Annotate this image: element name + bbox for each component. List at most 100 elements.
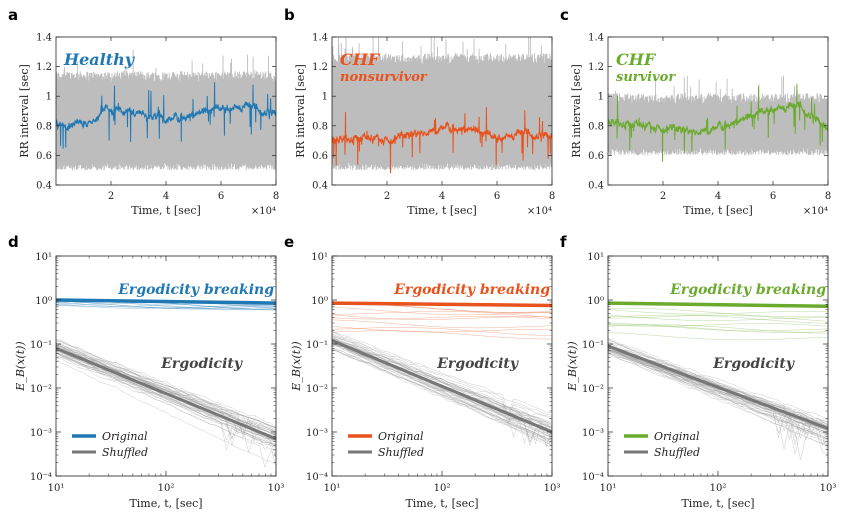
shuffled-trace xyxy=(332,343,552,441)
plot-area xyxy=(56,298,276,469)
y-axis-label: E_B(x(t)) xyxy=(14,341,27,391)
y-tick-label: 1.4 xyxy=(36,33,52,44)
shuffled-trace xyxy=(56,352,276,441)
x-axis-label: Time, t, [sec] xyxy=(405,497,478,510)
shuffled-trace xyxy=(56,355,276,468)
y-tick-label: 10⁻⁴ xyxy=(30,472,52,483)
original-trace xyxy=(332,306,552,316)
original-trace xyxy=(332,319,552,329)
original-trace xyxy=(608,322,828,332)
y-tick-label: 0.4 xyxy=(36,181,52,192)
annotation-ergodicity-breaking: Ergodicity breaking xyxy=(669,282,826,298)
original-trace xyxy=(56,301,276,308)
shuffled-trace xyxy=(608,349,828,448)
shuffled-trace xyxy=(332,348,552,442)
shuffled-trace xyxy=(56,350,276,469)
shuffled-trace xyxy=(332,331,552,429)
original-trace xyxy=(332,316,552,320)
x-axis-label: Time, t, [sec] xyxy=(129,497,202,510)
y-tick-label: 0.8 xyxy=(36,121,52,132)
shuffled-trace xyxy=(608,341,828,436)
legend-label-shuffled: Shuffled xyxy=(654,446,700,459)
original-trace xyxy=(608,323,828,327)
x-tick-label: 10² xyxy=(434,483,451,494)
shuffled-trace xyxy=(608,338,828,420)
y-tick-label: 10⁻⁴ xyxy=(306,472,328,483)
shuffled-trace xyxy=(56,348,276,447)
x-exponent-label: ×10⁴ xyxy=(527,206,552,217)
shuffled-trace xyxy=(56,342,276,429)
panel-title: Healthy xyxy=(63,50,136,69)
shuffled-trace xyxy=(56,353,276,450)
rr-interval-line xyxy=(332,107,552,174)
shuffled-mean-line xyxy=(56,346,276,441)
x-tick-label: 8 xyxy=(825,191,831,202)
panel-letter: d xyxy=(8,233,19,251)
y-tick-label: 10⁻⁴ xyxy=(582,472,604,483)
y-tick-label: 10⁻³ xyxy=(582,428,604,439)
shuffled-trace xyxy=(332,335,552,424)
x-tick-label: 10³ xyxy=(544,483,561,494)
plot-area xyxy=(608,75,828,162)
y-tick-label: 10⁻² xyxy=(582,384,604,395)
y-tick-label: 1 xyxy=(46,92,52,103)
y-axis-label: RR interval [sec] xyxy=(570,64,583,158)
shuffled-trace xyxy=(332,333,552,419)
original-trace xyxy=(332,330,552,340)
panel-letter: f xyxy=(560,233,567,251)
plot-area xyxy=(332,37,552,174)
panel-subtitle: nonsurvivor xyxy=(340,70,428,85)
y-tick-label: 10⁻³ xyxy=(306,428,328,439)
shuffled-trace xyxy=(332,336,552,434)
legend-label-shuffled: Shuffled xyxy=(102,446,148,459)
y-tick-label: 10⁻¹ xyxy=(306,340,328,351)
panel-f: 10⁻⁴ 10⁻³ 10⁻² 10⁻¹ 10⁰ 10¹ 10¹ 10² 10³ Time, t, … xyxy=(560,233,836,510)
y-tick-label: 10⁰ xyxy=(311,296,328,307)
plot-area xyxy=(56,50,276,171)
y-tick-label: 1.4 xyxy=(588,33,604,44)
original-trace xyxy=(332,326,552,333)
plot-area xyxy=(608,301,828,460)
shuffled-trace xyxy=(56,340,276,432)
annotation-ergodicity: Ergodicity xyxy=(712,356,795,372)
x-tick-label: 10² xyxy=(158,483,175,494)
panel-letter: c xyxy=(560,6,569,24)
y-tick-label: 10⁻¹ xyxy=(30,340,52,351)
x-tick-label: 10³ xyxy=(820,483,837,494)
y-tick-label: 10¹ xyxy=(311,252,328,263)
x-tick-label: 10² xyxy=(710,483,727,494)
y-tick-label: 0.4 xyxy=(588,181,604,192)
panel-letter: b xyxy=(284,6,295,24)
original-trace xyxy=(608,332,828,341)
shuffled-trace xyxy=(608,352,828,454)
y-tick-label: 1.4 xyxy=(312,33,328,44)
panel-e: 10⁻⁴ 10⁻³ 10⁻² 10⁻¹ 10⁰ 10¹ 10¹ 10² 10³ Time, t, … xyxy=(284,233,560,510)
panel-letter: e xyxy=(284,233,294,251)
shuffled-trace xyxy=(56,345,276,436)
original-trace xyxy=(608,308,828,318)
original-trace xyxy=(608,314,828,324)
panel-subtitle: survivor xyxy=(616,70,676,85)
shuffled-trace xyxy=(56,347,276,429)
panel-letter: a xyxy=(8,6,18,24)
shuffled-mean-line xyxy=(608,344,828,430)
y-tick-label: 0.6 xyxy=(312,151,328,162)
shuffled-trace xyxy=(332,349,552,446)
shuffled-trace xyxy=(56,346,276,433)
y-tick-label: 10¹ xyxy=(35,252,52,263)
shuffled-trace xyxy=(608,339,828,428)
y-tick-label: 0.6 xyxy=(36,151,52,162)
legend-label-shuffled: Shuffled xyxy=(378,446,424,459)
x-tick-label: 4 xyxy=(163,191,169,202)
shuffled-mean-line xyxy=(332,339,552,434)
rr-interval-line xyxy=(608,83,828,162)
x-tick-label: 2 xyxy=(384,191,390,202)
original-trace xyxy=(332,327,552,336)
y-tick-label: 10⁰ xyxy=(587,296,604,307)
y-axis-label: E_B(x(t)) xyxy=(566,341,579,391)
x-exponent-label: ×10⁴ xyxy=(803,206,828,217)
x-axis-label: Time, t [sec] xyxy=(683,204,753,217)
legend-label-original: Original xyxy=(102,430,148,443)
shuffled-trace xyxy=(332,331,552,416)
